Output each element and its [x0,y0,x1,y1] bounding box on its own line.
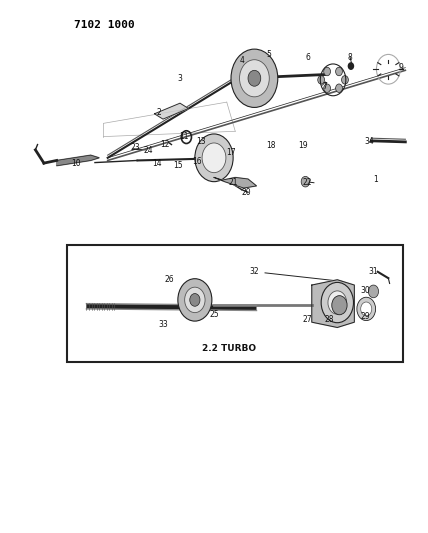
Text: 12: 12 [160,140,170,149]
Text: 33: 33 [158,320,168,329]
Text: 19: 19 [298,141,308,150]
Text: 18: 18 [267,141,276,150]
Circle shape [342,76,348,84]
Text: 8: 8 [348,53,352,62]
Circle shape [240,60,269,97]
Text: 20: 20 [241,188,251,197]
Polygon shape [312,280,354,327]
Circle shape [231,49,278,108]
Circle shape [190,294,200,306]
Text: 16: 16 [192,157,202,166]
Circle shape [324,84,330,92]
Text: 15: 15 [173,161,183,170]
Text: 31: 31 [369,268,378,276]
Text: 23: 23 [131,143,140,152]
Text: 22: 22 [303,178,312,187]
Text: 3: 3 [178,74,182,83]
Circle shape [324,67,330,76]
Circle shape [361,302,372,316]
Polygon shape [155,103,188,119]
Circle shape [357,297,376,320]
Circle shape [178,279,212,321]
Circle shape [348,63,354,69]
Text: 30: 30 [360,286,370,295]
Text: 34: 34 [364,138,374,147]
Text: 26: 26 [164,275,174,284]
Polygon shape [214,177,256,188]
Polygon shape [56,155,99,166]
Text: 28: 28 [324,315,333,324]
Text: 5: 5 [267,50,272,59]
Text: 27: 27 [303,315,312,324]
Text: 32: 32 [250,268,259,276]
Bar [67,245,403,362]
Circle shape [184,287,205,313]
Circle shape [195,134,233,182]
Circle shape [328,291,347,314]
Text: 2.2 TURBO: 2.2 TURBO [202,344,256,353]
Circle shape [369,285,378,298]
Circle shape [336,84,342,92]
Text: 24: 24 [143,147,153,156]
Text: 29: 29 [360,312,370,321]
Text: 25: 25 [209,310,219,319]
Text: 4: 4 [239,56,244,65]
Circle shape [301,176,310,187]
Circle shape [248,70,261,86]
Text: 9: 9 [398,63,404,72]
Text: 14: 14 [152,159,161,167]
Text: 1: 1 [373,174,378,183]
Circle shape [332,296,347,315]
Text: 7102 1000: 7102 1000 [74,20,134,30]
Text: 11: 11 [179,132,189,141]
Text: 10: 10 [71,159,80,167]
Circle shape [321,282,354,322]
Text: 21: 21 [229,178,238,187]
Circle shape [202,143,226,173]
Text: 13: 13 [196,138,206,147]
Text: 2: 2 [156,108,161,117]
Text: 7: 7 [322,82,327,91]
Text: 6: 6 [305,53,310,62]
Circle shape [336,67,342,76]
Text: 17: 17 [226,148,236,157]
Circle shape [318,76,324,84]
